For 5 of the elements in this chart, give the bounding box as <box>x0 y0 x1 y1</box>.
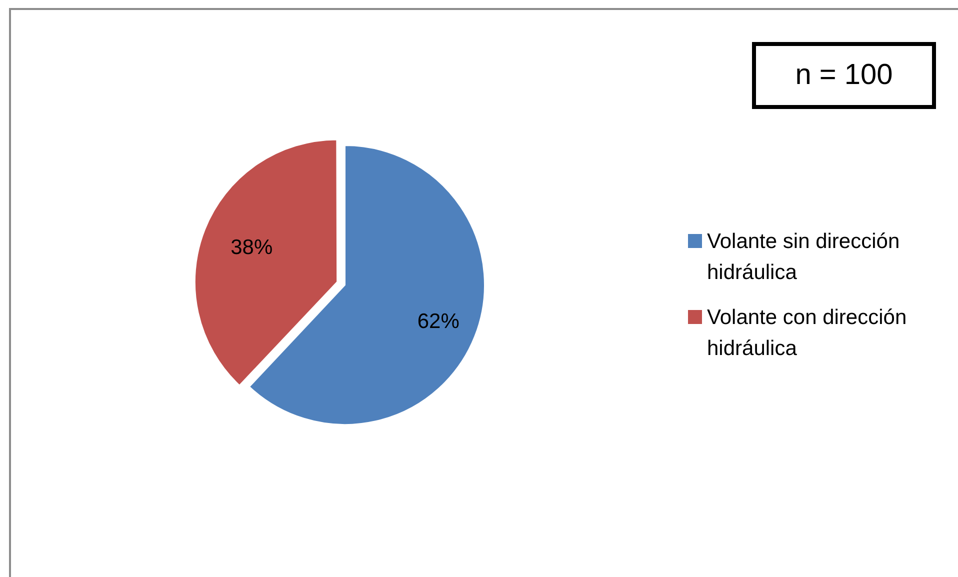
data-label: 38% <box>230 236 273 259</box>
text: n = 100 <box>752 42 936 109</box>
legend-label: Volante con dirección hidráulica <box>707 305 908 362</box>
legend-label: Volante sin dirección hidráulica <box>707 229 901 286</box>
data-label: 62% <box>417 310 460 333</box>
